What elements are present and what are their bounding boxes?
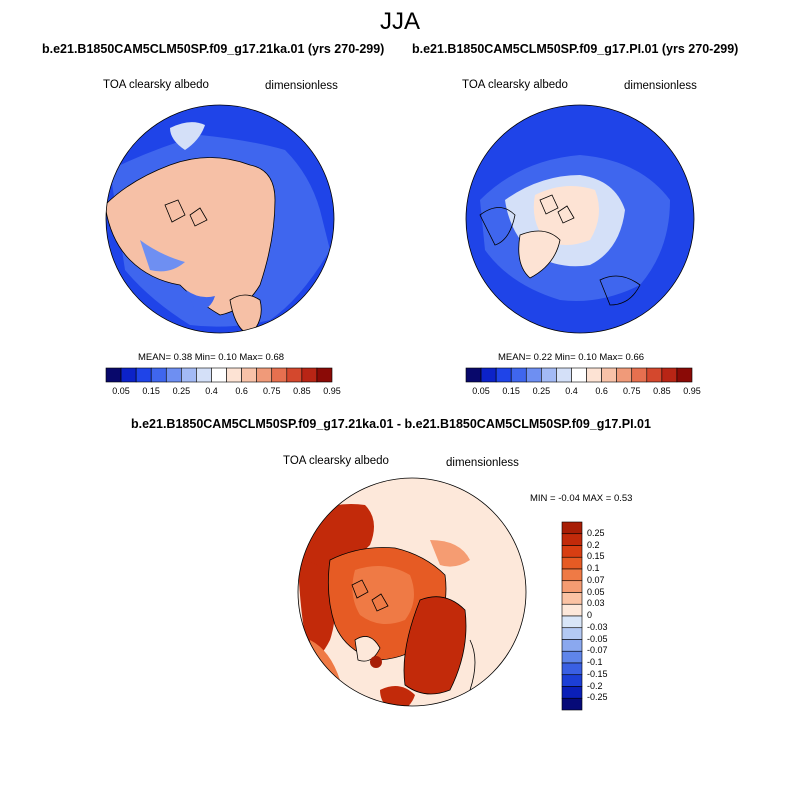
colorbar-swatch: [561, 580, 583, 593]
panel-1-case-title: b.e21.B1850CAM5CLM50SP.f09_g17.21ka.01 (…: [42, 42, 385, 56]
colorbar-tick-label: -0.07: [587, 645, 608, 656]
colorbar-swatch: [495, 367, 512, 383]
colorbar-tick-label: -0.05: [587, 633, 608, 644]
colorbar-tick-label: 0.85: [653, 386, 671, 396]
colorbar-2: [465, 367, 693, 383]
colorbar-swatch: [301, 367, 318, 383]
colorbar-diff: [561, 521, 583, 711]
colorbar-swatch: [561, 697, 583, 711]
colorbar-tick-label: -0.2: [587, 680, 603, 691]
panel-2-units-label: dimensionless: [624, 80, 697, 92]
map-panel-diff: [298, 478, 526, 706]
colorbar-swatch: [561, 686, 583, 699]
colorbar-tick-label: 0.95: [683, 386, 701, 396]
colorbar-swatch: [510, 367, 527, 383]
colorbar-swatch: [271, 367, 288, 383]
colorbar-swatch: [181, 367, 197, 383]
colorbar-swatch: [561, 568, 583, 582]
colorbar-swatch: [135, 367, 152, 383]
colorbar-tick-label: 0.75: [262, 386, 281, 396]
colorbar-swatch: [616, 367, 633, 383]
colorbar-swatch: [465, 367, 482, 383]
colorbar-tick-label: 0.15: [502, 386, 520, 396]
panel-2-stats: MEAN= 0.22 Min= 0.10 Max= 0.66: [498, 352, 645, 363]
colorbar-swatch: [631, 367, 648, 383]
colorbar-swatch: [601, 367, 617, 383]
colorbar-swatch: [646, 367, 663, 383]
colorbar-tick-label: 0.25: [587, 527, 605, 538]
colorbar-swatch: [661, 367, 678, 383]
colorbar-swatch: [561, 674, 583, 687]
colorbar-tick-label: 0.4: [205, 386, 218, 396]
colorbar-tick-label: 0.05: [112, 386, 130, 396]
colorbar-swatch: [561, 545, 583, 558]
diff-variable-label: TOA clearsky albedo: [283, 455, 389, 467]
colorbar-tick-label: 0.6: [595, 386, 608, 396]
colorbar-tick-label: 0.15: [142, 386, 160, 396]
map-panel-2: [466, 105, 694, 333]
panel-1-units-label: dimensionless: [265, 80, 338, 92]
colorbar-swatch: [561, 533, 583, 546]
colorbar-swatch: [556, 367, 572, 383]
colorbar-tick-label: 0: [587, 610, 593, 620]
colorbar-tick-label: 0.85: [293, 386, 311, 396]
colorbar-swatch: [561, 650, 583, 664]
colorbar-tick-label: -0.15: [587, 668, 608, 679]
colorbar-swatch: [241, 367, 257, 383]
colorbar-tick-label: 0.25: [172, 386, 191, 396]
diff-units-label: dimensionless: [446, 457, 519, 469]
colorbar-swatch: [561, 662, 583, 676]
colorbar-tick-label: -0.1: [587, 657, 603, 667]
colorbar-tick-label: 0.6: [235, 386, 248, 396]
panel-2-variable-label: TOA clearsky albedo: [462, 79, 568, 91]
colorbar-tick-label: 0.1: [587, 563, 600, 573]
colorbar-swatch: [105, 367, 122, 383]
colorbar-swatch: [561, 627, 583, 640]
colorbar-tick-label: 0.07: [587, 574, 605, 585]
colorbar-swatch: [150, 367, 167, 383]
panel-1-stats: MEAN= 0.38 Min= 0.10 Max= 0.68: [138, 352, 285, 363]
map-panel-1: [106, 105, 334, 333]
colorbar-tick-label: -0.03: [587, 621, 608, 632]
colorbar-tick-label: -0.25: [587, 692, 608, 703]
colorbar-tick-label: 0.15: [587, 551, 605, 562]
colorbar-swatch: [561, 556, 583, 570]
colorbar-swatch: [286, 367, 303, 383]
season-title: JJA: [379, 8, 420, 35]
colorbar-swatch: [561, 592, 583, 605]
panel-2-case-title: b.e21.B1850CAM5CLM50SP.f09_g17.PI.01 (yr…: [412, 42, 739, 56]
colorbar-tick-label: 0.95: [323, 386, 341, 396]
colorbar-tick-label: 0.4: [565, 386, 578, 396]
colorbar-tick-label: 0.03: [587, 598, 605, 609]
colorbar-swatch: [525, 367, 542, 383]
colorbar-swatch: [211, 367, 227, 383]
colorbar-swatch: [196, 367, 212, 383]
diff-case-title: b.e21.B1850CAM5CLM50SP.f09_g17.21ka.01 -…: [131, 417, 651, 431]
colorbar-swatch: [316, 367, 333, 383]
colorbar-tick-label: 0.2: [587, 539, 600, 550]
colorbar-tick-label: 0.75: [622, 386, 641, 396]
colorbar-swatch: [561, 521, 583, 535]
colorbar-swatch: [561, 639, 583, 652]
colorbar-swatch: [586, 367, 602, 383]
colorbar-tick-label: 0.05: [472, 386, 490, 396]
colorbar-swatch: [676, 367, 693, 383]
panel-1-variable-label: TOA clearsky albedo: [103, 79, 209, 91]
colorbar-swatch: [571, 367, 587, 383]
colorbar-swatch: [561, 603, 583, 617]
colorbar-swatch: [165, 367, 182, 383]
colorbar-swatch: [561, 615, 583, 629]
colorbar-swatch: [480, 367, 497, 383]
colorbar-swatch: [226, 367, 242, 383]
colorbar-swatch: [541, 367, 557, 383]
colorbar-1: [105, 367, 333, 383]
colorbar-tick-label: 0.25: [532, 386, 551, 396]
diff-stats: MIN = -0.04 MAX = 0.53: [530, 493, 633, 504]
colorbar-swatch: [256, 367, 273, 383]
colorbar-tick-label: 0.05: [587, 586, 605, 597]
colorbar-swatch: [120, 367, 137, 383]
